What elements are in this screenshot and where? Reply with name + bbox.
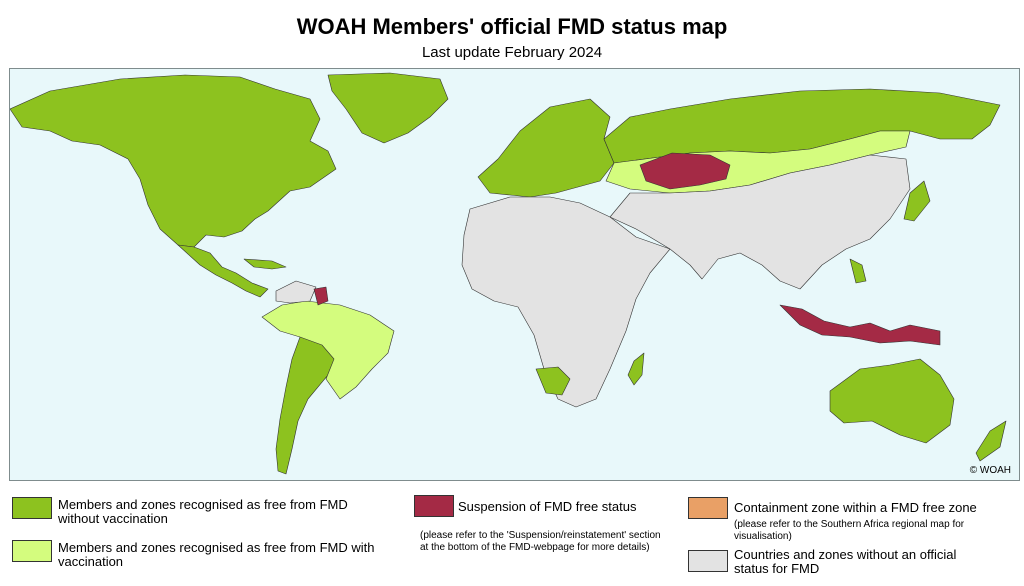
region-southern-africa [535,366,571,396]
legend-swatch-suspension [414,495,454,517]
region-south-america-vaccination [261,300,395,400]
region-australia [829,358,955,444]
legend-label-suspension: Suspension of FMD free status [458,499,637,514]
legend-label-containment: Containment zone within a FMD free zone [734,500,977,515]
region-north-america [10,74,337,248]
legend-note-containment: (please refer to the Southern Africa reg… [734,519,965,542]
region-caribbean [243,258,287,270]
region-south-america-nostatus [275,280,317,304]
legend-swatch-no-status [688,550,728,572]
map-title: WOAH Members' official FMD status map [296,14,728,39]
region-africa [461,196,671,408]
region-south-america-south [275,336,341,475]
region-indonesia [779,304,941,346]
world-map-canvas [10,72,1007,475]
region-japan [903,180,931,222]
legend-swatch-free-without-vaccination [12,497,52,519]
legend-label-no-status: Countries and zones without an official … [734,547,957,576]
legend-swatch-containment [688,497,728,519]
legend-note-suspension: (please refer to the 'Suspension/reinsta… [420,530,661,553]
world-map: © WOAH [9,68,1020,481]
legend-label-free-without-vaccination: Members and zones recognised as free fro… [58,497,348,526]
region-europe [477,98,615,198]
map-subtitle: Last update February 2024 [421,44,603,61]
region-philippines [849,258,867,284]
region-south-america-suspension [313,286,329,306]
region-middle-east-asia [609,154,911,290]
legend-label-free-with-vaccination: Members and zones recognised as free fro… [58,540,375,569]
region-madagascar [627,352,645,386]
region-central-asia-suspension [639,152,731,190]
legend-swatch-free-with-vaccination [12,540,52,562]
copyright-text: © WOAH [969,465,1011,476]
region-new-zealand [975,420,1007,462]
region-greenland [327,72,449,144]
region-central-america [177,244,269,298]
